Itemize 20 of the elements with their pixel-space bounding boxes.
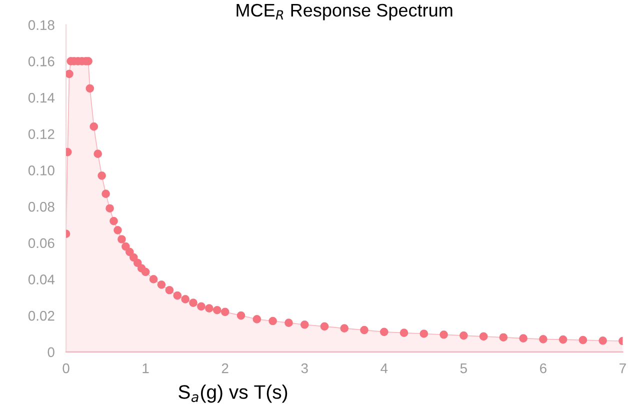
x-tick-label: 6 — [540, 363, 546, 374]
y-tick-label: 0.12 — [28, 129, 54, 140]
y-tick-label: 0.10 — [28, 166, 54, 176]
x-tick-label: 0 — [62, 363, 70, 374]
x-tick-label: 5 — [460, 364, 467, 374]
y-tick-label: 0 — [48, 347, 54, 358]
x-tick-label: 7 — [620, 364, 626, 374]
chart-title: MCE$_{R}$ Response Spectrum — [236, 4, 452, 20]
x-tick-label: 1 — [142, 364, 149, 374]
x-axis-title: S$_{a}$(g) vs T(s) — [178, 384, 288, 403]
y-tick-label: 0.02 — [28, 310, 54, 321]
y-tick-label: 0.18 — [28, 20, 54, 30]
x-tick-label: 2 — [222, 363, 228, 374]
x-tick-label: 4 — [380, 364, 388, 374]
x-tick-label: 3 — [301, 363, 308, 374]
y-tick-label: 0.16 — [28, 56, 54, 66]
y-tick-label: 0.06 — [28, 238, 54, 248]
y-tick-label: 0.04 — [28, 274, 55, 284]
y-tick-label: 0.14 — [28, 92, 55, 103]
y-tick-label: 0.08 — [28, 202, 54, 212]
